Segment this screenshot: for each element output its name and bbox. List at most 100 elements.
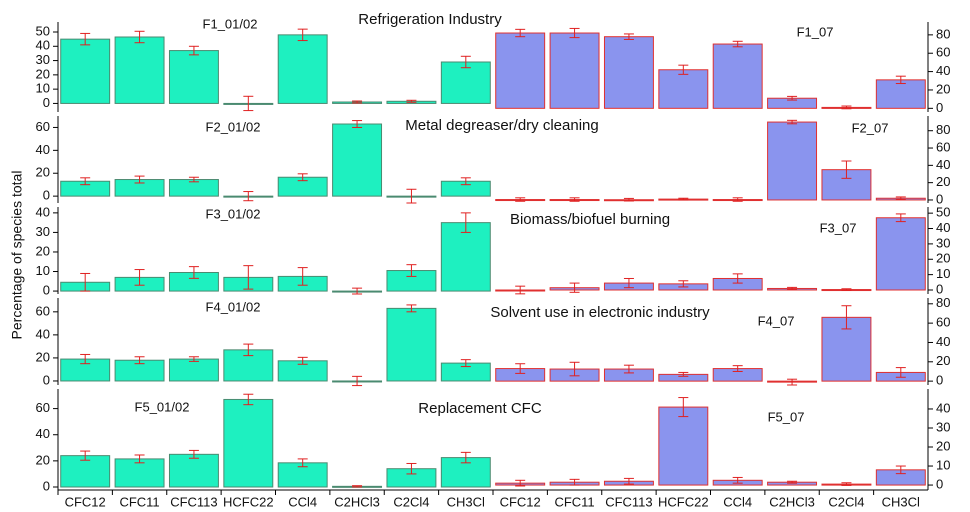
error-bar: [352, 287, 363, 295]
bar: [875, 217, 926, 291]
error-bar: [134, 356, 145, 365]
y2-tick-label: 80: [936, 295, 950, 310]
error-bar: [569, 361, 580, 377]
y2-tick-label: 50: [936, 205, 950, 220]
error-bar: [188, 449, 199, 459]
error-bar: [297, 173, 308, 182]
error-bar: [515, 28, 526, 38]
y-axis-label: Percentage of species total: [9, 171, 25, 340]
y-tick-label: 30: [36, 224, 50, 239]
error-bar: [460, 177, 471, 186]
bar: [223, 398, 274, 488]
error-bar: [80, 353, 91, 365]
y-tick-label: 40: [36, 204, 50, 219]
y2-tick-label: 40: [936, 220, 950, 235]
x-tick-label: HCFC22: [658, 494, 709, 509]
error-bar: [841, 482, 852, 486]
x-tick-label: C2Cl4: [393, 494, 429, 509]
error-bar: [569, 478, 580, 486]
error-bar: [623, 33, 634, 40]
error-bar: [732, 197, 743, 202]
error-bar: [80, 450, 91, 461]
error-bar: [297, 28, 308, 42]
error-bar: [515, 479, 526, 487]
error-bar: [732, 365, 743, 372]
y-tick-label: 60: [36, 303, 50, 318]
y2-tick-label: 30: [936, 235, 950, 250]
error-bar: [80, 177, 91, 186]
y2-tick-label: 20: [936, 174, 950, 189]
error-bar: [352, 485, 363, 488]
y2-tick-label: 30: [936, 419, 950, 434]
y2-tick-label: 40: [936, 63, 950, 78]
error-bar: [623, 197, 634, 202]
y-tick-label: 0: [43, 478, 50, 493]
error-bar: [678, 197, 689, 201]
x-tick-label: CFC113: [170, 494, 217, 509]
error-bar: [623, 364, 634, 374]
y-tick-label: 60: [36, 119, 50, 134]
error-bar: [515, 363, 526, 374]
y-tick-label: 10: [36, 263, 50, 278]
error-bar: [787, 286, 798, 291]
error-bar: [188, 356, 199, 362]
annotation: F4_01/02: [206, 299, 261, 314]
y-tick-label: 0: [43, 372, 50, 387]
error-bar: [188, 266, 199, 279]
annotation: F5_07: [768, 409, 805, 424]
annotation: F3_07: [820, 220, 857, 235]
x-tick-label: CCl4: [723, 494, 752, 509]
y-tick-label: 0: [43, 95, 50, 110]
error-bar: [80, 272, 91, 292]
annotation: F1_01/02: [203, 16, 258, 31]
y2-tick-label: 0: [936, 281, 943, 296]
error-bar: [243, 95, 254, 112]
error-bar: [895, 465, 906, 475]
bar: [712, 43, 763, 109]
error-bar: [460, 359, 471, 368]
x-tick-label: HCFC22: [223, 494, 274, 509]
y-tick-label: 40: [36, 38, 50, 53]
y2-tick-label: 0: [936, 476, 943, 491]
error-bar: [787, 95, 798, 101]
bar: [549, 32, 600, 109]
y-tick-label: 40: [36, 326, 50, 341]
error-bar: [297, 458, 308, 468]
error-bar: [80, 32, 91, 46]
error-bar: [406, 188, 417, 204]
error-bar: [787, 480, 798, 484]
error-bar: [243, 265, 254, 290]
error-bar: [297, 267, 308, 286]
bar: [767, 121, 818, 201]
x-tick-label: CCl4: [288, 494, 317, 509]
y2-tick-label: 20: [936, 251, 950, 266]
error-bar: [188, 176, 199, 183]
y-tick-label: 20: [36, 243, 50, 258]
bar: [386, 307, 437, 382]
bar: [168, 50, 219, 104]
error-bar: [134, 175, 145, 184]
panel-title: Solvent use in electronic industry: [490, 304, 710, 321]
panel-title: Metal degreaser/dry cleaning: [405, 117, 598, 134]
error-bar: [841, 305, 852, 330]
y2-tick-label: 60: [936, 139, 950, 154]
error-bar: [188, 45, 199, 56]
error-bar: [895, 367, 906, 378]
y-tick-label: 40: [36, 426, 50, 441]
bar: [332, 123, 383, 197]
error-bar: [841, 105, 852, 110]
x-tick-label: C2Cl4: [828, 494, 864, 509]
y-tick-label: 20: [36, 452, 50, 467]
y2-tick-label: 10: [936, 457, 950, 472]
panel-title: Replacement CFC: [418, 400, 542, 417]
y2-tick-label: 80: [936, 26, 950, 41]
error-bar: [134, 30, 145, 44]
error-bar: [352, 375, 363, 387]
error-bar: [460, 451, 471, 464]
panel-title: Refrigeration Industry: [358, 11, 502, 28]
y2-tick-label: 40: [936, 400, 950, 415]
error-bar: [678, 64, 689, 75]
y2-tick-label: 40: [936, 334, 950, 349]
bar: [277, 34, 328, 104]
